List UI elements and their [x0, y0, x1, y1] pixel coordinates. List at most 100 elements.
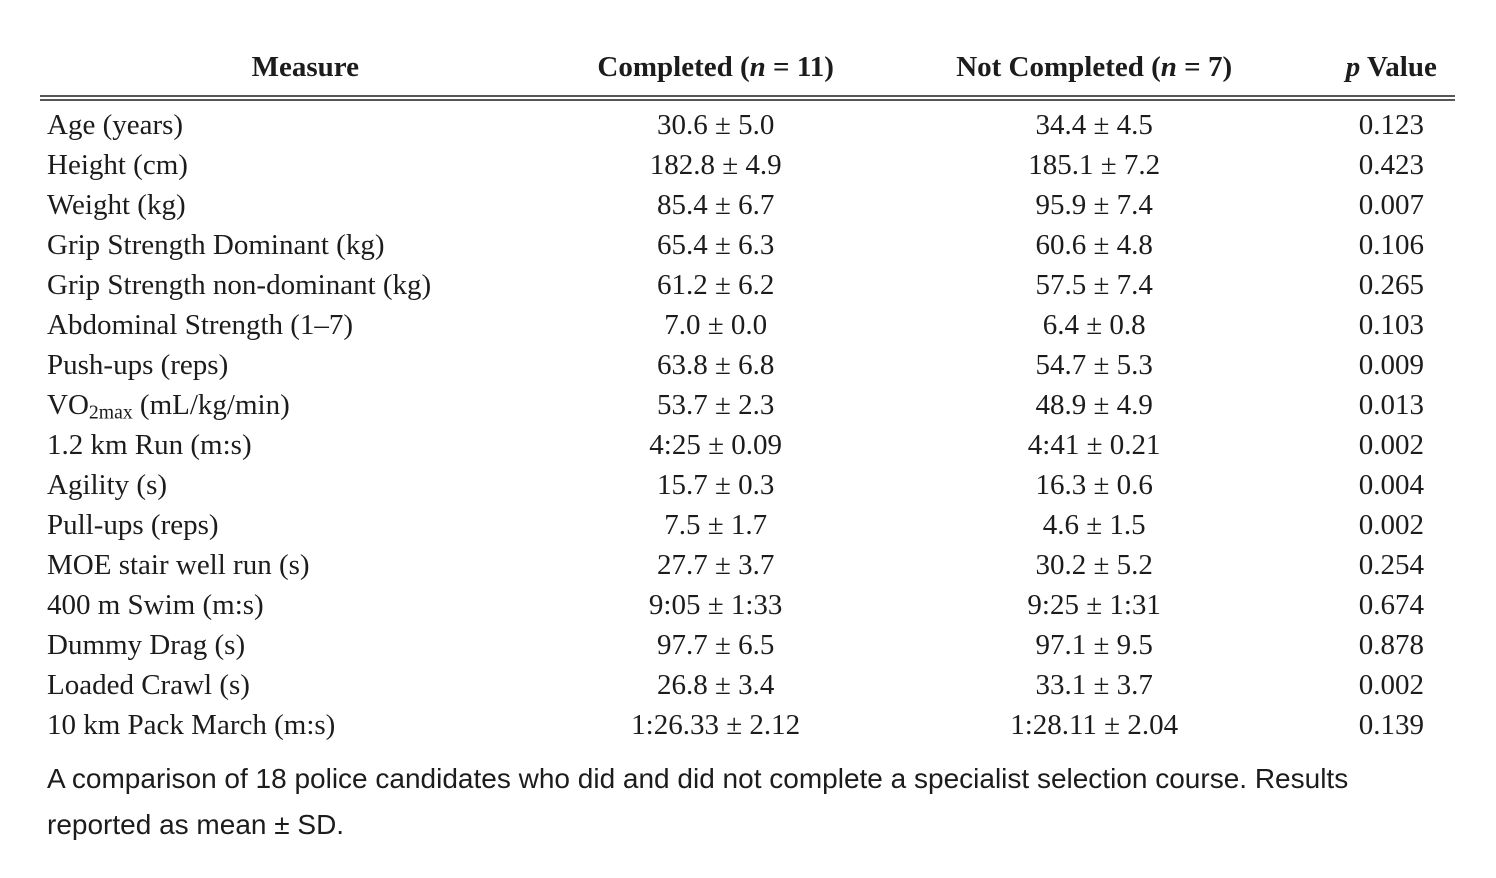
column-header-completed: Completed (n = 11) [570, 28, 861, 101]
table-row: MOE stair well run (s) 27.7 ± 3.7 30.2 ±… [40, 546, 1455, 586]
measure-text: Abdominal Strength (1–7) [47, 309, 354, 341]
measure-cell: Dummy Drag (s) [40, 626, 571, 666]
p-value-cell: 0.002 [1328, 426, 1455, 466]
table-row: Agility (s) 15.7 ± 0.3 16.3 ± 0.6 0.004 [40, 466, 1455, 506]
not-completed-value-cell: 54.7 ± 5.3 [861, 346, 1328, 386]
p-value: 0.265 [1358, 269, 1424, 301]
not-completed-value: 95.9 ± 7.4 [1035, 189, 1153, 221]
measure-cell: Abdominal Strength (1–7) [40, 306, 571, 346]
table-row: Height (cm) 182.8 ± 4.9 185.1 ± 7.2 0.42… [40, 146, 1455, 186]
header-text: = 11) [765, 51, 834, 83]
measure-cell: Weight (kg) [40, 186, 571, 226]
table-row: Abdominal Strength (1–7) 7.0 ± 0.0 6.4 ±… [40, 306, 1455, 346]
table-row: Age (years) 30.6 ± 5.0 34.4 ± 4.5 0.123 [40, 98, 1455, 146]
completed-value: 97.7 ± 6.5 [656, 629, 775, 661]
header-text: Not Completed ( [956, 51, 1161, 83]
completed-value-cell: 65.4 ± 6.3 [571, 226, 861, 266]
measure-text: Grip Strength non-dominant (kg) [47, 269, 432, 301]
table-row: Weight (kg) 85.4 ± 6.7 95.9 ± 7.4 0.007 [40, 186, 1455, 226]
measure-cell: 400 m Swim (m:s) [40, 586, 571, 626]
measure-cell: Height (cm) [40, 146, 571, 186]
column-header-not-completed: Not Completed (n = 7) [860, 28, 1328, 101]
header-text: Value [1360, 51, 1437, 83]
table-row: Dummy Drag (s) 97.7 ± 6.5 97.1 ± 9.5 0.8… [40, 626, 1455, 666]
p-value: 0.002 [1358, 429, 1424, 461]
table-row: Pull-ups (reps) 7.5 ± 1.7 4.6 ± 1.5 0.00… [40, 506, 1455, 546]
measure-text: Loaded Crawl (s) [47, 669, 250, 701]
not-completed-value-cell: 16.3 ± 0.6 [861, 466, 1328, 506]
completed-value-cell: 27.7 ± 3.7 [571, 546, 861, 586]
completed-value-cell: 61.2 ± 6.2 [571, 266, 861, 306]
not-completed-value: 16.3 ± 0.6 [1035, 469, 1153, 501]
p-value: 0.103 [1358, 309, 1424, 341]
not-completed-value: 48.9 ± 4.9 [1035, 389, 1153, 421]
column-header-p-value: p Value [1327, 28, 1455, 101]
measure-text: Push-ups (reps) [47, 349, 229, 381]
not-completed-value: 4.6 ± 1.5 [1042, 509, 1146, 541]
completed-value: 26.8 ± 3.4 [656, 669, 775, 701]
completed-value: 30.6 ± 5.0 [656, 109, 775, 141]
p-value: 0.007 [1358, 189, 1424, 221]
completed-value: 1:26.33 ± 2.12 [631, 709, 801, 741]
completed-value: 61.2 ± 6.2 [656, 269, 775, 301]
measure-text: Age (years) [47, 109, 184, 141]
not-completed-value: 57.5 ± 7.4 [1035, 269, 1153, 301]
table-row: Push-ups (reps) 63.8 ± 6.8 54.7 ± 5.3 0.… [40, 346, 1455, 386]
measure-post-text: (mL/kg/min) [132, 389, 290, 421]
p-value: 0.139 [1358, 709, 1424, 741]
p-value-cell: 0.423 [1328, 146, 1455, 186]
not-completed-value: 6.4 ± 0.8 [1042, 309, 1146, 341]
measure-text: VO [47, 389, 89, 421]
column-header-measure: Measure [40, 28, 571, 101]
not-completed-value: 30.2 ± 5.2 [1035, 549, 1153, 581]
completed-value: 65.4 ± 6.3 [656, 229, 775, 261]
measure-cell: Age (years) [40, 98, 571, 146]
p-value: 0.878 [1358, 629, 1424, 661]
completed-value-cell: 1:26.33 ± 2.12 [571, 706, 861, 746]
results-table: Measure Completed (n = 11) Not Completed… [40, 28, 1455, 746]
measure-text: 400 m Swim (m:s) [47, 589, 264, 621]
completed-value: 63.8 ± 6.8 [656, 349, 775, 381]
not-completed-value: 4:41 ± 0.21 [1027, 429, 1161, 461]
table-row: 10 km Pack March (m:s) 1:26.33 ± 2.12 1:… [40, 706, 1455, 746]
not-completed-value-cell: 4:41 ± 0.21 [861, 426, 1328, 466]
p-value: 0.002 [1358, 509, 1424, 541]
caption-line-1: A comparison of 18 police candidates who… [47, 763, 1349, 794]
completed-value-cell: 182.8 ± 4.9 [571, 146, 861, 186]
completed-value: 182.8 ± 4.9 [649, 149, 782, 181]
table-row: Grip Strength Dominant (kg) 65.4 ± 6.3 6… [40, 226, 1455, 266]
p-value: 0.254 [1358, 549, 1424, 581]
table-row: 400 m Swim (m:s) 9:05 ± 1:33 9:25 ± 1:31… [40, 586, 1455, 626]
p-value-cell: 0.265 [1328, 266, 1455, 306]
p-value-cell: 0.004 [1328, 466, 1455, 506]
measure-text: Grip Strength Dominant (kg) [47, 229, 385, 261]
measure-text: Pull-ups (reps) [47, 509, 219, 541]
p-value: 0.002 [1358, 669, 1424, 701]
completed-value-cell: 97.7 ± 6.5 [571, 626, 861, 666]
not-completed-value: 33.1 ± 3.7 [1035, 669, 1153, 701]
measure-cell: Pull-ups (reps) [40, 506, 571, 546]
p-value-cell: 0.878 [1328, 626, 1455, 666]
p-value-cell: 0.007 [1328, 186, 1455, 226]
p-value: 0.009 [1358, 349, 1424, 381]
completed-value-cell: 9:05 ± 1:33 [571, 586, 861, 626]
completed-value: 7.0 ± 0.0 [664, 309, 768, 341]
completed-value-cell: 85.4 ± 6.7 [571, 186, 861, 226]
p-value-cell: 0.002 [1328, 666, 1455, 706]
p-value-cell: 0.106 [1328, 226, 1455, 266]
measure-cell: Grip Strength non-dominant (kg) [40, 266, 571, 306]
not-completed-value-cell: 185.1 ± 7.2 [861, 146, 1328, 186]
measure-cell: Agility (s) [40, 466, 571, 506]
table-row: VO2max (mL/kg/min) 53.7 ± 2.3 48.9 ± 4.9… [40, 386, 1455, 426]
table-caption: A comparison of 18 police candidates who… [47, 756, 1447, 848]
measure-cell: Loaded Crawl (s) [40, 666, 571, 706]
not-completed-value: 185.1 ± 7.2 [1028, 149, 1161, 181]
table-row: 1.2 km Run (m:s) 4:25 ± 0.09 4:41 ± 0.21… [40, 426, 1455, 466]
completed-value: 9:05 ± 1:33 [648, 589, 783, 621]
caption-line-2: reported as mean ± SD. [47, 809, 345, 840]
table-body: Age (years) 30.6 ± 5.0 34.4 ± 4.5 0.123 … [40, 98, 1455, 746]
measure-text: Dummy Drag (s) [47, 629, 246, 661]
not-completed-value-cell: 60.6 ± 4.8 [861, 226, 1328, 266]
completed-value-cell: 7.5 ± 1.7 [571, 506, 861, 546]
p-value-cell: 0.139 [1328, 706, 1455, 746]
